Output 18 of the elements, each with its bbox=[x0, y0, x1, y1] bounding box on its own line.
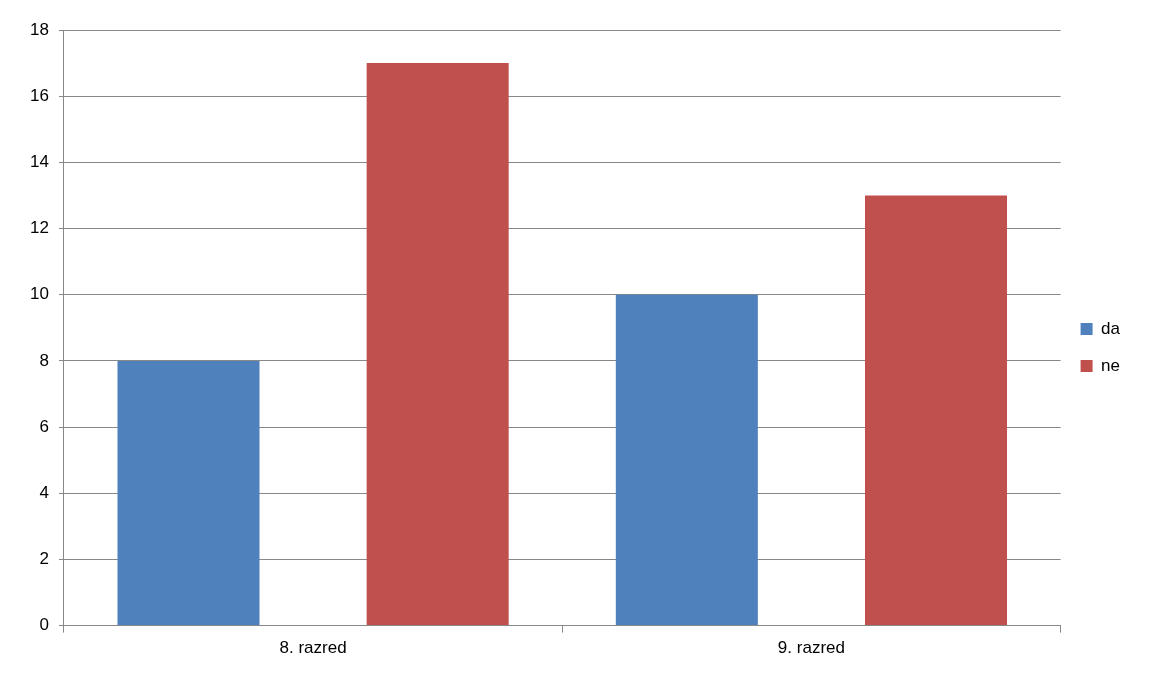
bar bbox=[615, 294, 758, 626]
y-tick-label: 12 bbox=[29, 218, 49, 238]
bar bbox=[864, 195, 1008, 626]
y-tick-label: 4 bbox=[39, 482, 49, 502]
y-tick-label: 6 bbox=[39, 416, 49, 436]
bar bbox=[366, 63, 509, 626]
y-tick-label: 8 bbox=[39, 350, 49, 370]
x-tick-label: 9. razred bbox=[777, 638, 845, 658]
bar bbox=[117, 360, 260, 626]
legend-label: da bbox=[1101, 318, 1121, 338]
y-tick-label: 18 bbox=[29, 19, 49, 39]
y-tick-label: 2 bbox=[39, 549, 49, 569]
legend-label: ne bbox=[1101, 355, 1121, 375]
y-tick-label: 14 bbox=[29, 152, 49, 172]
y-tick-label: 0 bbox=[39, 615, 49, 635]
x-tick-label: 8. razred bbox=[279, 638, 347, 658]
y-tick-label: 10 bbox=[29, 284, 49, 304]
y-tick-label: 16 bbox=[29, 85, 49, 105]
